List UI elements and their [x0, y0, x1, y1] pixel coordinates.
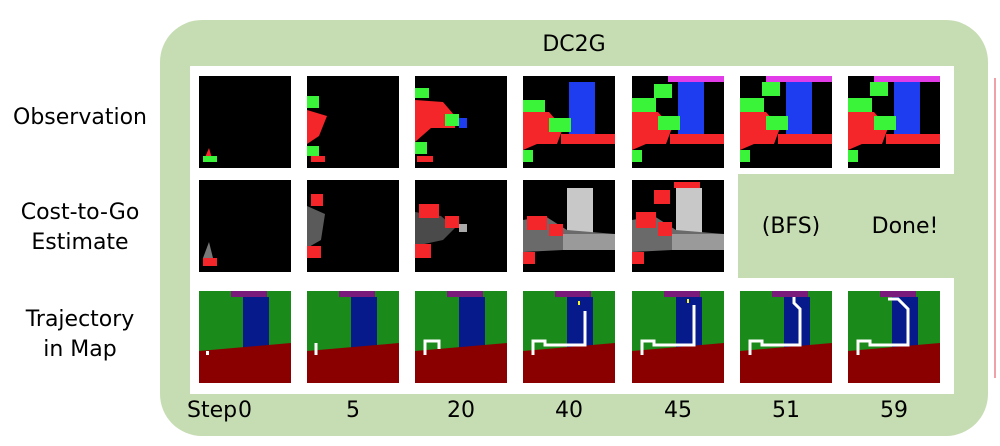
trajectory-step-59	[848, 291, 940, 383]
right-edge-line	[994, 78, 996, 378]
trajectory-step-20	[415, 291, 507, 383]
cost-to-go-step-20	[415, 180, 507, 272]
row-label-line: Trajectory	[25, 307, 135, 332]
cost-to-go-step-0	[199, 180, 291, 272]
row-label-line: Observation	[13, 105, 147, 130]
cost-to-go-done-label: Done!	[871, 214, 939, 239]
observation-step-5	[307, 76, 399, 168]
panel-title: DC2G	[542, 32, 606, 57]
step-value-45: 45	[664, 398, 692, 423]
cost-to-go-step-45	[632, 180, 724, 272]
row-label-line: Cost-to-Go	[20, 200, 140, 225]
observation-step-40	[523, 76, 615, 168]
trajectory-step-45	[632, 291, 724, 383]
cost-to-go-bfs-label: (BFS)	[761, 214, 821, 239]
observation-step-45	[632, 76, 724, 168]
step-value-40: 40	[555, 398, 583, 423]
cost-to-go-step-40	[523, 180, 615, 272]
trajectory-step-0	[199, 291, 291, 383]
row-label-line: in Map	[43, 337, 117, 362]
cost-to-go-step-5	[307, 180, 399, 272]
step-value-20: 20	[447, 398, 475, 423]
row-label-cost-to-go: Cost-to-Go Estimate	[0, 198, 160, 258]
row-label-trajectory: Trajectory in Map	[0, 305, 160, 365]
row-label-observation: Observation	[0, 103, 160, 133]
step-value-0: 0	[238, 398, 252, 423]
observation-step-0	[199, 76, 291, 168]
trajectory-step-40	[523, 291, 615, 383]
trajectory-step-51	[740, 291, 832, 383]
trajectory-step-5	[307, 291, 399, 383]
observation-step-51	[740, 76, 832, 168]
step-value-5: 5	[346, 398, 360, 423]
step-value-51: 51	[772, 398, 800, 423]
observation-step-20	[415, 76, 507, 168]
observation-step-59	[848, 76, 940, 168]
step-axis-label: Step	[187, 398, 238, 423]
step-value-59: 59	[880, 398, 908, 423]
row-label-line: Estimate	[31, 230, 129, 255]
